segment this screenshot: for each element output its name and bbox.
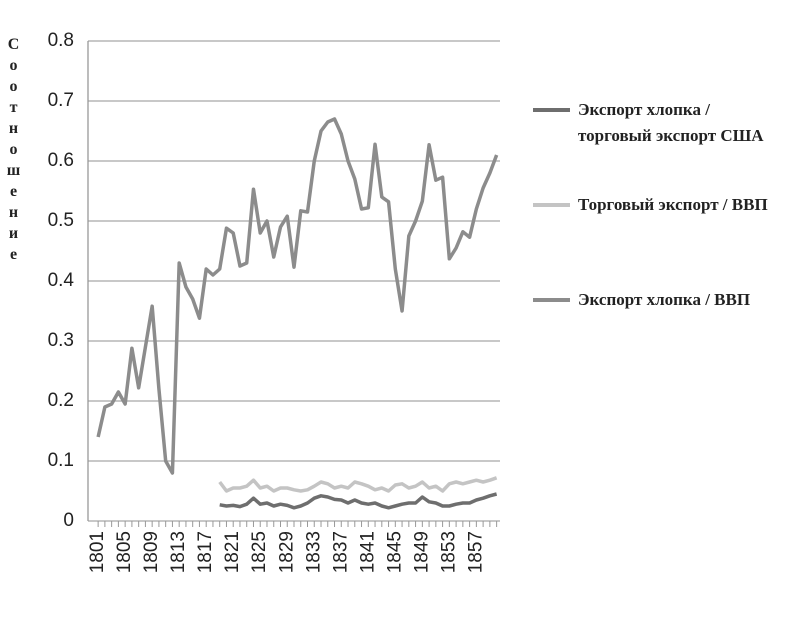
y-tick-label: 0.6	[48, 150, 74, 171]
y-tick-label: 0	[63, 510, 74, 531]
legend-label: Экспорт хлопка / торговый экспорт США	[578, 100, 764, 145]
x-tick-label: 1845	[384, 531, 405, 573]
y-tick-label: 0.5	[48, 210, 74, 231]
legend-label: Торговый экспорт / ВВП	[578, 195, 768, 214]
y-tick-label: 0.1	[48, 450, 74, 471]
legend-label: Экспорт хлопка / ВВП	[578, 290, 751, 309]
x-tick-label: 1837	[330, 531, 351, 573]
y-tick-label: 0.8	[48, 30, 74, 51]
x-tick-label: 1841	[357, 531, 378, 573]
x-tick-label: 1857	[465, 531, 486, 573]
x-tick-label: 1833	[303, 531, 324, 573]
x-tick-label: 1801	[87, 531, 108, 573]
line-series	[96, 117, 499, 475]
y-tick-label: 0.4	[48, 270, 75, 291]
x-tick-label: 1849	[411, 531, 432, 573]
y-tick-label: 0.3	[48, 330, 74, 351]
x-tick-label: 1825	[249, 531, 270, 573]
x-tick-label: 1817	[195, 531, 216, 573]
y-tick-label: 0.2	[48, 390, 74, 411]
line-series	[219, 492, 498, 510]
x-tick-label: 1813	[168, 531, 189, 573]
x-tick-label: 1821	[222, 531, 243, 573]
y-axis-label: Соотношение	[5, 36, 22, 267]
y-tick-label: 0.7	[48, 90, 74, 111]
x-tick-label: 1829	[276, 531, 297, 573]
line-series	[218, 476, 498, 493]
x-tick-label: 1853	[438, 531, 459, 573]
x-tick-label: 1805	[114, 531, 135, 573]
x-tick-label: 1809	[141, 531, 162, 573]
